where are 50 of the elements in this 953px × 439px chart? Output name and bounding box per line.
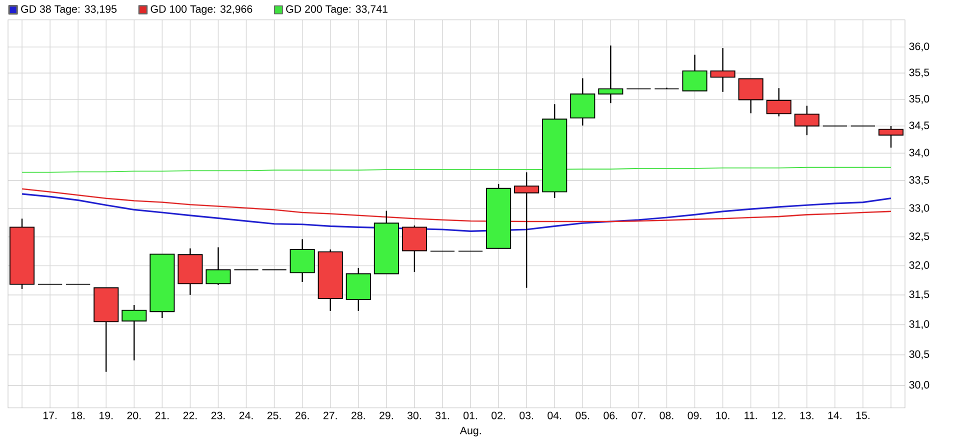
x-tick-label: 27.	[324, 412, 337, 420]
candlestick	[514, 172, 540, 288]
x-tick-label: 12.	[772, 412, 786, 420]
x-tick-label: 08.	[660, 412, 674, 420]
x-tick-label: 31.	[435, 412, 449, 420]
x-tick-label: 25.	[267, 412, 281, 420]
y-tick-label: 34,5	[909, 122, 930, 130]
y-tick-label: 30,0	[909, 381, 930, 390]
x-tick-label: 21.	[155, 412, 169, 420]
legend-label: GD 200 Tage: 33,741	[286, 5, 388, 15]
x-tick-label: 01.	[464, 412, 477, 420]
y-tick-label: 31,5	[909, 290, 930, 300]
y-tick-label: 30,5	[909, 350, 930, 360]
x-tick-label: 03.	[520, 412, 534, 420]
y-tick-label: 32,0	[909, 261, 930, 270]
x-tick-label: 23.	[211, 412, 225, 420]
x-tick-label: 13.	[800, 412, 814, 420]
legend-label: GD 38 Tage: 33,195	[21, 5, 117, 15]
y-tick-label: 36,0	[909, 42, 930, 52]
x-tick-label: 18.	[71, 412, 85, 420]
x-tick-label: 24.	[239, 412, 253, 420]
candlestick	[710, 47, 736, 92]
y-tick-label: 34,0	[909, 148, 930, 158]
legend-label: GD 100 Tage: 32,966	[150, 5, 252, 15]
x-tick-label: 14.	[828, 412, 842, 420]
y-tick-label: 33,5	[909, 176, 930, 185]
x-tick-label: 15.	[856, 412, 870, 420]
y-tick-label: 35,0	[909, 94, 930, 104]
x-tick-label: 30.	[407, 412, 421, 420]
x-tick-label: 19.	[100, 412, 113, 420]
y-tick-label: 31,0	[909, 320, 930, 330]
y-tick-label: 33,0	[909, 204, 930, 213]
x-tick-label: 02.	[492, 412, 505, 420]
x-tick-label: 07.	[632, 412, 646, 420]
x-tick-label: 20.	[127, 412, 141, 420]
x-tick-label: 11.	[744, 412, 757, 420]
x-tick-label: 28.	[352, 412, 365, 420]
x-tick-label: 05.	[576, 412, 590, 420]
y-tick-label: 35,5	[909, 68, 930, 78]
y-tick-label: 32,5	[909, 232, 930, 242]
x-tick-label: 22.	[183, 412, 197, 420]
x-tick-label: 09.	[688, 412, 702, 420]
x-tick-label: 17.	[43, 412, 56, 420]
x-tick-label: 04.	[548, 412, 562, 420]
x-tick-label: 06.	[604, 412, 618, 420]
x-tick-label: 26.	[295, 412, 309, 420]
text: Aug.	[460, 426, 481, 436]
x-tick-label: 29.	[380, 412, 393, 420]
candlestick	[598, 44, 624, 104]
x-tick-label: 10.	[716, 412, 730, 420]
